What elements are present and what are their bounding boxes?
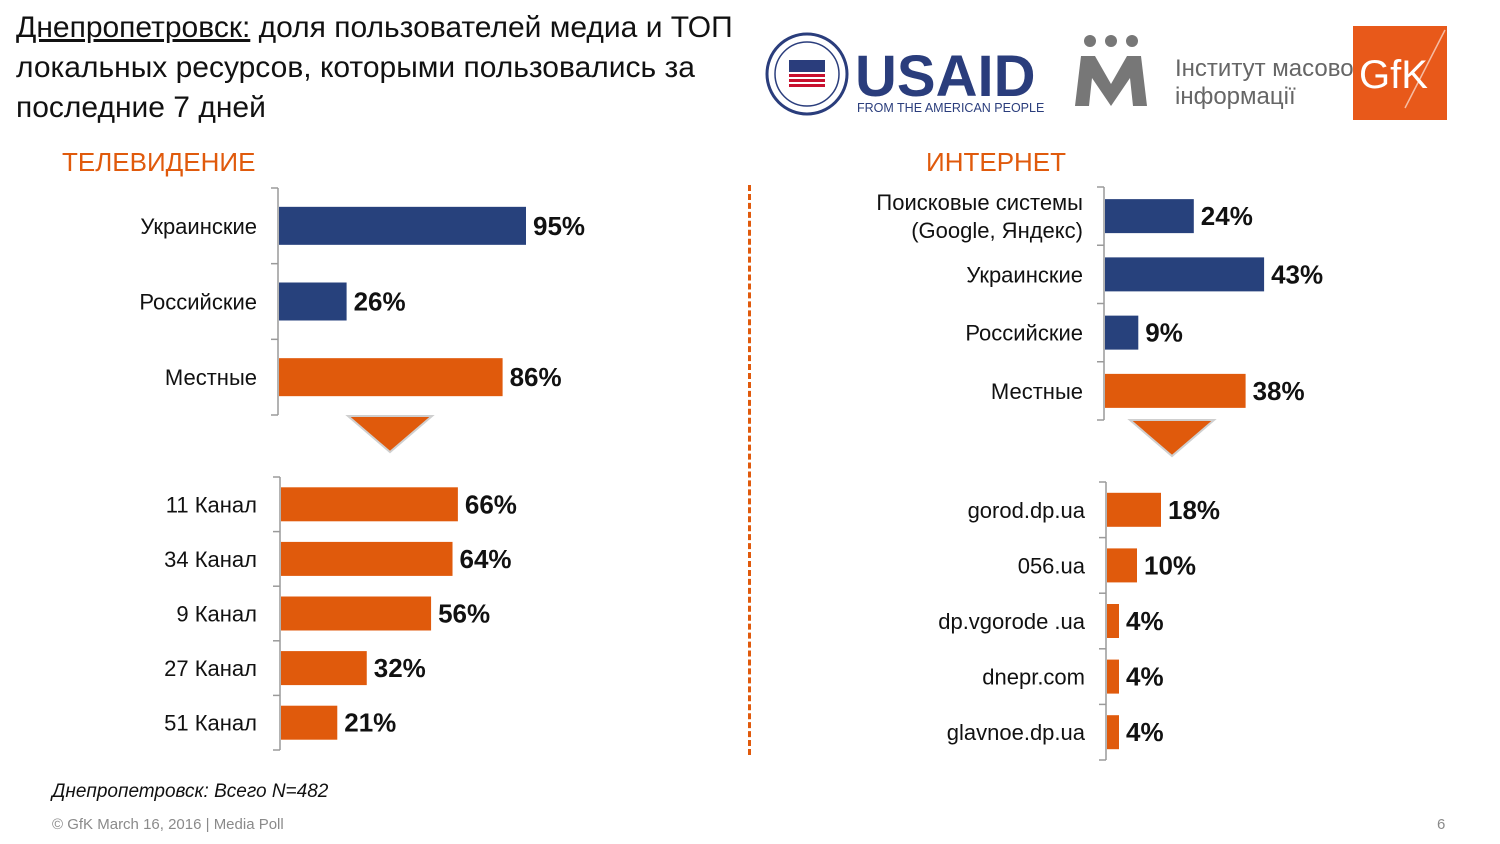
tv-main-chart: 95% Украинские 26% Российские 86% Местные [139, 187, 585, 416]
value-label: 43% [1271, 259, 1323, 289]
category-label: 11 Канал [166, 492, 257, 517]
bar [1107, 715, 1119, 750]
value-label: 24% [1201, 201, 1253, 231]
value-label: 18% [1168, 495, 1220, 525]
value-label: 56% [438, 599, 490, 629]
value-label: 38% [1253, 376, 1305, 406]
category-label: glavnoe.dp.ua [947, 720, 1086, 745]
category-label: Украинские [966, 262, 1083, 287]
bar [1105, 257, 1265, 292]
category-label: Местные [991, 379, 1083, 404]
usaid-tagline: FROM THE AMERICAN PEOPLE [857, 101, 1044, 115]
bar [1105, 373, 1246, 408]
title-city: Днепропетровск: [16, 11, 251, 44]
bar [281, 651, 367, 686]
bar [281, 705, 338, 740]
value-label: 10% [1144, 550, 1196, 580]
title-text: доля пользователей медиа и ТОП локальных… [16, 11, 733, 124]
bar [1107, 548, 1137, 583]
imi-logo: Інститут масової інформації [1075, 35, 1361, 110]
usaid-logo: USAID FROM THE AMERICAN PEOPLE [765, 32, 1044, 116]
value-label: 26% [354, 287, 406, 317]
category-label: 51 Канал [164, 711, 257, 736]
bar [279, 206, 526, 245]
category-label: 27 Канал [164, 656, 257, 681]
value-label: 4% [1126, 606, 1164, 636]
value-label: 4% [1126, 717, 1164, 747]
partner-logos: USAID FROM THE AMERICAN PEOPLE Інститут … [765, 26, 1447, 120]
page-title: Днепропетровск: доля пользователей медиа… [16, 8, 756, 128]
imi-line1: Інститут масової [1175, 55, 1361, 82]
gfk-logo: GfK [1353, 26, 1447, 120]
internet-section-title: ИНТЕРНЕТ [926, 147, 1067, 177]
web-local-chart: 18% gorod.dp.ua 10% 056.ua 4% dp.vgorode .ua 4… [938, 481, 1220, 761]
sample-note: Днепропетровск: Всего N=482 [52, 781, 329, 802]
internet-funnel-arrow-icon [1127, 419, 1217, 458]
imi-line2: інформації [1175, 83, 1296, 110]
bar [1105, 199, 1194, 234]
category-label: 34 Канал [164, 547, 257, 572]
value-label: 95% [533, 211, 585, 241]
gfk-wordmark: GfK [1359, 53, 1428, 97]
bar [281, 487, 458, 522]
bar [1107, 604, 1119, 638]
category-label: Российские [965, 321, 1083, 346]
category-label: Российские [139, 290, 257, 315]
category-label: Украинские [140, 214, 257, 239]
value-label: 86% [510, 362, 562, 392]
category-label: 056.ua [1018, 553, 1086, 578]
tv-funnel-arrow-icon [345, 415, 435, 454]
value-label: 66% [465, 489, 517, 519]
category-label: Поисковые системы (Google, Яндекс) [876, 190, 1083, 243]
value-label: 9% [1145, 318, 1183, 348]
bar [1107, 659, 1119, 694]
value-label: 21% [344, 708, 396, 738]
value-label: 32% [374, 653, 426, 683]
tv-local-chart: 66% 11 Канал 64% 34 Канал 56% 9 Канал 32% 27 Ка… [164, 476, 517, 751]
category-label: Местные [165, 365, 257, 390]
tv-section-title: ТЕЛЕВИДЕНИЕ [62, 147, 256, 177]
category-label: 9 Канал [176, 602, 257, 627]
bar [279, 358, 503, 397]
value-label: 64% [460, 544, 512, 574]
bar [1107, 492, 1161, 527]
footer-text: © GfK March 16, 2016 | Media Poll [52, 816, 284, 833]
web-main-chart: 24% Поисковые системы (Google, Яндекс) 43% У… [876, 186, 1323, 421]
page-number: 6 [1437, 816, 1446, 833]
category-label: dnepr.com [982, 665, 1085, 690]
bar [281, 596, 432, 631]
category-label: dp.vgorode .ua [938, 609, 1086, 634]
category-label: gorod.dp.ua [968, 498, 1086, 523]
usaid-wordmark: USAID [855, 44, 1035, 109]
section-divider [748, 185, 751, 755]
bar [1105, 315, 1139, 350]
value-label: 4% [1126, 662, 1164, 692]
bar [279, 282, 347, 321]
bar [281, 541, 453, 576]
